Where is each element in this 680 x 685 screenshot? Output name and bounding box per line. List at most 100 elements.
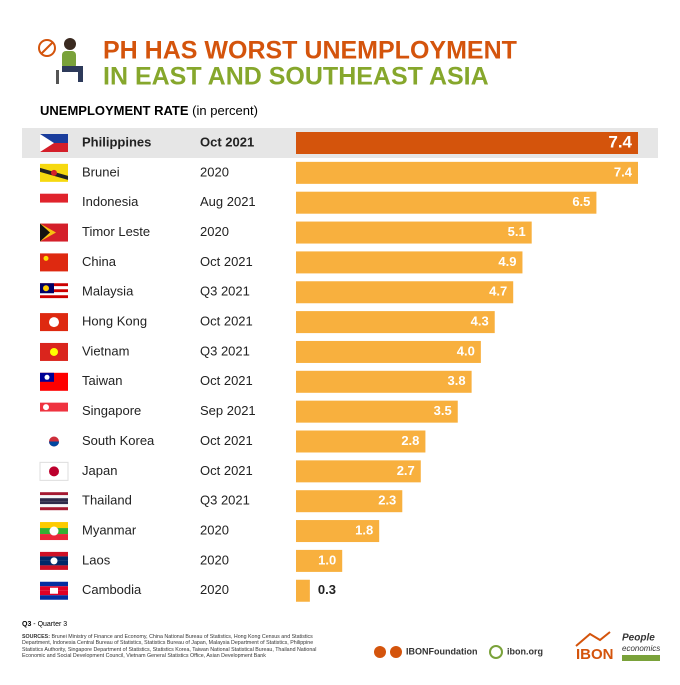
brand: economics — [622, 644, 660, 653]
flag — [40, 283, 68, 302]
sources-text: Brunei Ministry of Finance and Economy, … — [22, 634, 317, 659]
footnote: Q3 - Quarter 3 — [22, 621, 67, 628]
flag-part — [40, 143, 68, 152]
country-label: Malaysia — [82, 284, 134, 299]
country-label: Taiwan — [82, 373, 122, 388]
period-label: 2020 — [200, 582, 229, 597]
flag-part — [40, 595, 68, 600]
bar — [296, 430, 426, 453]
flag-part — [50, 557, 58, 565]
flag — [39, 461, 69, 481]
country-label: Thailand — [82, 493, 132, 508]
flag-part — [40, 501, 68, 505]
value-label: 5.1 — [508, 224, 526, 239]
flag-part — [51, 169, 57, 176]
bar — [296, 490, 403, 513]
flag-part — [50, 347, 58, 356]
icon — [38, 38, 83, 84]
flag-part — [43, 404, 49, 411]
brand-bar — [622, 655, 660, 661]
value-label: 6.5 — [572, 194, 590, 209]
bar — [296, 400, 458, 423]
flag-part — [49, 441, 59, 447]
flag — [40, 372, 68, 391]
flag-part — [43, 255, 49, 261]
country-label: Philippines — [82, 134, 151, 149]
flag-part — [40, 253, 68, 272]
country-label: Vietnam — [82, 343, 129, 358]
value-label: 7.4 — [614, 164, 633, 179]
flag-part — [40, 134, 54, 152]
country-label: China — [82, 254, 117, 269]
period-label: Oct 2021 — [200, 463, 253, 478]
country-label: Hong Kong — [82, 314, 147, 329]
period-label: Aug 2021 — [200, 194, 256, 209]
bar — [296, 520, 380, 543]
value-label: 1.0 — [318, 552, 336, 567]
country-label: Japan — [82, 463, 117, 478]
flag-part — [40, 223, 50, 242]
value-label: 2.8 — [401, 433, 419, 448]
bar — [296, 311, 495, 334]
period-label: Oct 2021 — [200, 373, 253, 388]
flag-part — [40, 498, 68, 502]
value-label: 2.3 — [378, 493, 396, 508]
flag-part — [40, 495, 68, 499]
title: IN EAST AND SOUTHEAST ASIA — [103, 63, 489, 91]
flag-part — [40, 581, 68, 587]
period-label: Oct 2021 — [200, 254, 253, 269]
web-icon — [489, 645, 503, 659]
bar — [296, 191, 597, 214]
period-label: Oct 2021 — [200, 134, 254, 149]
country-label: Indonesia — [82, 194, 139, 209]
flag-part — [49, 317, 59, 328]
period-label: 2020 — [200, 522, 229, 537]
flag-part — [40, 134, 68, 143]
footnote-term: Q3 — [22, 621, 31, 628]
bar — [296, 340, 481, 363]
country-label: Brunei — [82, 164, 120, 179]
flag — [40, 581, 68, 600]
subtitle: UNEMPLOYMENT RATE (in percent) — [40, 103, 258, 118]
flag-part — [39, 461, 69, 481]
flag-part — [40, 298, 68, 302]
flag-part — [49, 526, 59, 536]
country-label: Singapore — [82, 403, 141, 418]
brand: People — [622, 633, 655, 644]
period-label: 2020 — [200, 164, 229, 179]
flag-part — [40, 522, 68, 529]
logo-mark — [575, 631, 611, 647]
footnote-text: - Quarter 3 — [33, 621, 67, 628]
period-label: 2020 — [200, 552, 229, 567]
period-label: Q3 2021 — [200, 284, 250, 299]
flag-part — [40, 202, 68, 212]
flag-part — [40, 411, 68, 421]
flag — [40, 342, 68, 361]
value-label: 4.0 — [457, 343, 475, 358]
flag — [40, 253, 68, 272]
period-label: Sep 2021 — [200, 403, 256, 418]
value-label: 3.8 — [448, 373, 466, 388]
bar — [296, 549, 343, 572]
rows: Philippines Oct 2021 7.4 Brunei 2020 7.4 Indon… — [39, 132, 638, 602]
flag-part — [40, 402, 68, 412]
logo: IBON — [576, 646, 614, 663]
flag — [40, 193, 68, 212]
bar — [296, 221, 532, 244]
country-label: Laos — [82, 552, 111, 567]
flag — [40, 134, 68, 152]
flag-part — [40, 551, 68, 557]
flag — [40, 492, 68, 511]
value-label: 7.4 — [608, 132, 632, 151]
bar — [296, 370, 472, 393]
social: IBONFoundation — [406, 646, 478, 656]
flag — [40, 313, 68, 332]
country-label: Timor Leste — [82, 224, 150, 239]
subtitle-main: UNEMPLOYMENT RATE — [40, 103, 189, 118]
flag — [40, 163, 68, 182]
flag-part — [50, 587, 58, 594]
value-label: 4.7 — [489, 284, 507, 299]
twitter-icon — [390, 646, 402, 658]
value-label: 4.9 — [498, 254, 516, 269]
